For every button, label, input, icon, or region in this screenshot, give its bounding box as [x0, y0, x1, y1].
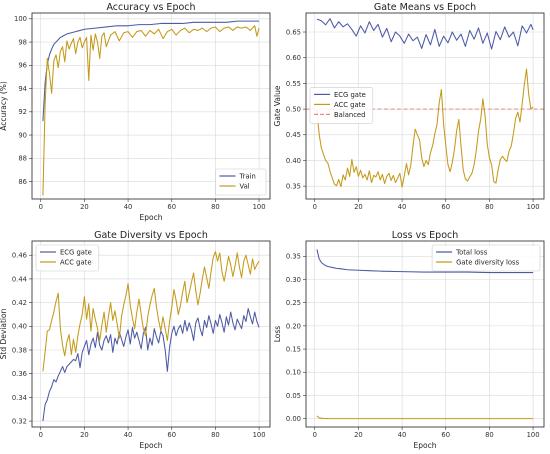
x-tick-label: 100: [527, 431, 540, 439]
x-tick-label: 40: [398, 431, 407, 439]
x-tick-label: 60: [167, 203, 176, 211]
y-tick-label: 0.34: [12, 394, 27, 402]
legend-label: Balanced: [334, 111, 365, 119]
y-axis-label: Loss: [273, 326, 282, 343]
x-tick-label: 40: [398, 203, 407, 211]
y-axis-label: Gate Value: [273, 85, 282, 126]
y-tick-label: 0.15: [286, 345, 301, 353]
chart-title: Loss vs Epoch: [392, 230, 459, 241]
x-tick-label: 20: [354, 431, 363, 439]
legend-label: ACC gate: [60, 258, 92, 266]
y-tick-label: 100: [14, 15, 27, 23]
chart-panel-4: Loss vs Epoch 0 20 40 60 80 100 0.00 0.05 0.10 0.1…: [273, 230, 545, 450]
x-tick-label: 40: [124, 431, 133, 439]
y-tick-label: 0.32: [12, 417, 27, 425]
chart-panel-3: Gate Diversity vs Epoch 0 20 40 60 80 100 0.32 0…: [0, 230, 271, 450]
y-tick-label: 0.60: [286, 54, 301, 62]
x-tick-label: 100: [253, 203, 266, 211]
series-line-acc-gate: [42, 251, 260, 372]
y-tick-label: 86: [18, 178, 27, 186]
y-tick-label: 0.40: [286, 157, 301, 165]
y-tick-label: 0.40: [12, 323, 27, 331]
x-axis-label: Epoch: [414, 441, 437, 450]
y-tick-label: 88: [18, 155, 27, 163]
x-tick-label: 80: [485, 431, 494, 439]
y-tick-label: 0.65: [286, 28, 301, 36]
plot-frame: [31, 12, 271, 200]
legend: Train Val: [215, 168, 267, 196]
chart-title: Accuracy vs Epoch: [106, 2, 195, 13]
legend-label: ACC gate: [334, 101, 366, 109]
x-tick-label: 60: [167, 431, 176, 439]
legend-box: [309, 87, 374, 124]
y-tick-label: 0.46: [12, 252, 27, 260]
y-axis-label: Std Deviation: [0, 308, 8, 359]
chart-panel-2: Gate Means vs Epoch 0 20 40 60 80 100 0.35 0.40 0…: [273, 2, 545, 211]
x-tick-label: 100: [527, 203, 540, 211]
y-tick-label: 0.30: [286, 276, 301, 284]
legend-label: Val: [240, 182, 250, 190]
y-axis-label: Accuracy (%): [0, 81, 8, 131]
legend-label: ECG gate: [60, 248, 92, 256]
legend: ECG gate ACC gate Balanced: [309, 87, 374, 124]
series-line-train: [42, 20, 260, 122]
y-tick-label: 0.55: [286, 80, 301, 88]
y-tick-label: 0.05: [286, 392, 301, 400]
y-tick-label: 0.10: [286, 369, 301, 377]
y-tick-label: 0.42: [12, 299, 27, 307]
x-tick-label: 80: [211, 431, 220, 439]
chart-title: Gate Diversity vs Epoch: [94, 230, 208, 241]
series-line-ecg-gate: [316, 18, 534, 50]
y-tick-label: 98: [18, 38, 27, 46]
y-tick-label: 96: [18, 62, 27, 70]
y-tick-label: 0.20: [286, 322, 301, 330]
series-line-total-loss: [316, 249, 534, 274]
x-tick-label: 60: [441, 203, 450, 211]
x-tick-label: 100: [253, 431, 266, 439]
x-tick-label: 0: [313, 203, 317, 211]
x-tick-label: 0: [39, 431, 43, 439]
plot-frame: [31, 240, 271, 428]
gridlines: [32, 13, 270, 199]
series-line-gate-diversity-loss: [316, 415, 534, 420]
x-axis-label: Epoch: [140, 441, 163, 450]
series-line-ecg-gate: [42, 308, 260, 422]
y-tick-label: 90: [18, 131, 27, 139]
x-tick-label: 20: [354, 203, 363, 211]
y-tick-label: 0.38: [12, 346, 27, 354]
y-tick-label: 94: [18, 85, 27, 93]
x-tick-label: 0: [39, 203, 43, 211]
legend: ECG gate ACC gate: [35, 244, 100, 272]
plot-frame: [305, 12, 545, 200]
y-tick-label: 92: [18, 108, 27, 116]
legend-label: ECG gate: [334, 91, 366, 99]
y-tick-label: 0.44: [12, 275, 27, 283]
y-tick-label: 0.36: [12, 370, 27, 378]
chart-panel-1: Accuracy vs Epoch 0 20 40 60 80 100 86 88 90 92 94 9…: [0, 2, 271, 222]
plot-frame: [305, 240, 545, 428]
y-tick-label: 0.50: [286, 105, 301, 113]
legend: Total loss Gate diversity loss: [431, 244, 541, 272]
x-tick-label: 20: [80, 203, 89, 211]
x-tick-label: 80: [485, 203, 494, 211]
legend-label: Total loss: [455, 248, 488, 256]
y-tick-label: 0.35: [286, 253, 301, 261]
x-tick-label: 0: [313, 431, 317, 439]
x-tick-label: 40: [124, 203, 133, 211]
legend-box: [431, 244, 541, 272]
y-tick-label: 0.35: [286, 183, 301, 191]
y-tick-label: 0.00: [286, 415, 301, 423]
x-tick-label: 20: [80, 431, 89, 439]
chart-title: Gate Means vs Epoch: [374, 2, 476, 13]
x-tick-label: 80: [211, 203, 220, 211]
y-tick-label: 0.45: [286, 131, 301, 139]
legend-label: Gate diversity loss: [456, 258, 520, 266]
x-tick-label: 60: [441, 431, 450, 439]
series-line-acc-gate: [316, 68, 534, 188]
x-axis-label: Epoch: [140, 213, 163, 222]
y-tick-label: 0.25: [286, 299, 301, 307]
series-line-val: [42, 25, 260, 196]
legend-label: Train: [239, 172, 256, 180]
